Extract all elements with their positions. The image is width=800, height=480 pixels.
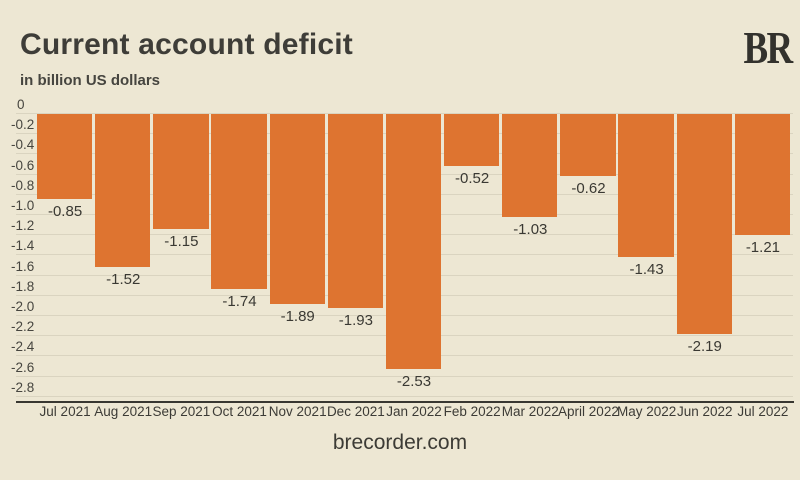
bar-value-label: -0.62: [571, 179, 606, 197]
bar: [618, 114, 674, 258]
y-tick-label: -0.4: [11, 137, 35, 153]
y-tick-label: -0.2: [11, 117, 35, 133]
x-tick-label: April 2022: [558, 404, 619, 419]
y-tick-label: 0: [17, 97, 25, 112]
y-tick-label: -0.6: [11, 157, 35, 173]
x-tick-label: Feb 2022: [443, 404, 501, 419]
bar: [676, 114, 732, 335]
bar: [734, 114, 791, 236]
bar-value-label: -1.15: [164, 233, 199, 251]
y-tick-label: -1.2: [11, 218, 35, 234]
bar: [153, 114, 209, 230]
x-axis-line: [16, 401, 794, 403]
bar-value-label: -1.52: [106, 270, 141, 288]
y-tick-label: -1.4: [11, 238, 35, 254]
bar-value-label: -0.85: [47, 202, 83, 220]
page-title: Current account deficit: [20, 28, 353, 61]
bar-value-label: -2.19: [687, 338, 722, 356]
bar-value-label: -0.52: [455, 169, 490, 187]
bar: [211, 114, 267, 289]
y-tick-label: -2.6: [11, 359, 35, 375]
gridline: [16, 395, 793, 397]
x-tick-label: Jul 2021: [39, 404, 91, 419]
x-tick-label: Aug 2021: [94, 404, 153, 419]
y-tick-label: -2.2: [11, 319, 35, 335]
bar-value-label: -1.21: [745, 239, 781, 257]
bar: [327, 114, 383, 308]
bar: [95, 114, 151, 267]
bar-value-label: -1.74: [222, 292, 257, 310]
bar: [385, 114, 442, 369]
y-tick-label: -0.8: [11, 177, 35, 193]
x-tick-label: Jul 2022: [737, 404, 789, 419]
bar-value-label: -1.43: [629, 261, 664, 279]
bar-value-label: -1.89: [280, 307, 315, 325]
x-tick-label: Mar 2022: [501, 404, 559, 419]
x-tick-label: Jan 2022: [386, 404, 442, 419]
x-tick-label: Sep 2021: [152, 404, 211, 419]
y-tick-label: -2.8: [11, 379, 35, 395]
brand-logo: BR: [744, 23, 794, 73]
y-tick-label: -2.4: [11, 339, 35, 355]
gridline: [16, 113, 793, 114]
bar: [560, 114, 616, 176]
bar: [502, 114, 558, 218]
y-tick-label: -1.6: [11, 258, 35, 274]
x-tick-label: May 2022: [616, 404, 677, 419]
footer-source: brecorder.com: [332, 431, 468, 454]
y-tick-label: -1.0: [11, 198, 35, 213]
bar: [443, 114, 500, 166]
bar-value-label: -1.93: [338, 311, 373, 329]
y-tick-label: -2.0: [11, 299, 35, 314]
gridline: [16, 375, 793, 377]
bar-value-label: -2.53: [396, 372, 432, 390]
x-tick-label: Dec 2021: [326, 404, 385, 419]
bar-value-label: -1.03: [513, 221, 548, 239]
x-tick-label: Oct 2021: [212, 404, 267, 419]
bar: [36, 114, 93, 199]
page-subtitle: in billion US dollars: [20, 72, 161, 89]
x-tick-label: Nov 2021: [268, 404, 327, 419]
bar: [269, 114, 325, 304]
x-tick-label: Jun 2022: [676, 404, 733, 419]
y-tick-label: -1.8: [11, 278, 35, 294]
